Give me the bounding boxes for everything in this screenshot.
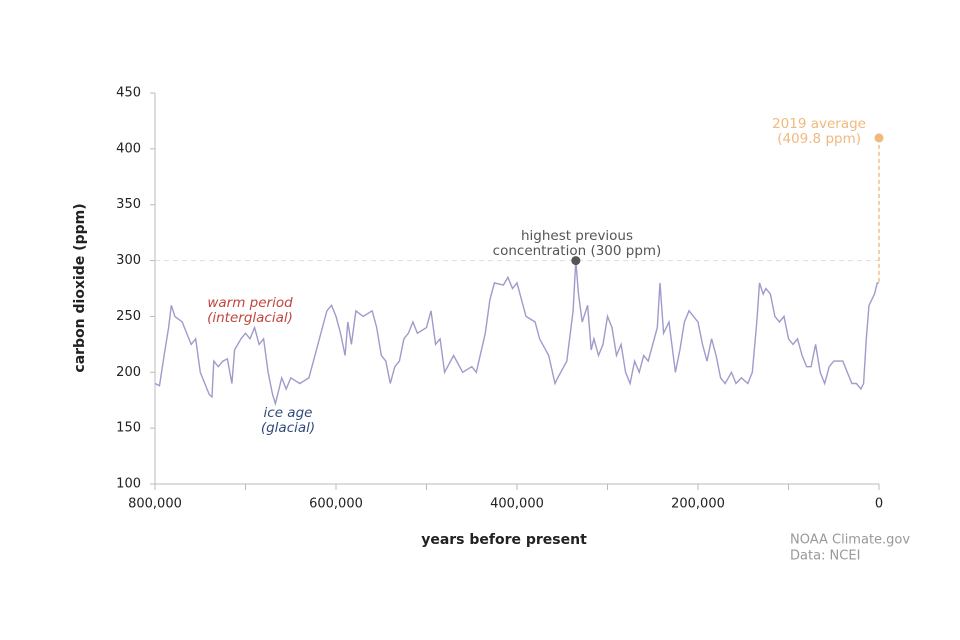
- x-tick-label: 600,000: [309, 497, 363, 512]
- x-tick-label: 800,000: [128, 497, 182, 512]
- annotation: warm period: [207, 295, 293, 311]
- y-tick-label: 200: [116, 365, 141, 380]
- highlight-point: [571, 256, 581, 266]
- annotation: highest previous: [521, 228, 633, 244]
- credit: Data: NCEI: [790, 549, 860, 564]
- annotation: (409.8 ppm): [777, 131, 861, 147]
- x-tick-label: 400,000: [490, 497, 544, 512]
- annotation: 2019 average: [772, 116, 866, 132]
- y-tick-label: 450: [116, 86, 141, 101]
- x-axis-title: years before present: [421, 532, 587, 548]
- y-tick-label: 250: [116, 309, 141, 324]
- annotation: (interglacial): [207, 310, 293, 326]
- credit: NOAA Climate.gov: [790, 533, 910, 548]
- y-tick-label: 300: [116, 253, 141, 268]
- annotation: concentration (300 ppm): [493, 243, 662, 259]
- y-axis-title: carbon dioxide (ppm): [72, 203, 88, 372]
- y-tick-label: 100: [116, 477, 141, 492]
- co2-line: [154, 260, 879, 407]
- y-tick-label: 400: [116, 141, 141, 156]
- current-point: [874, 133, 884, 143]
- x-tick-label: 200,000: [671, 497, 725, 512]
- annotation: ice age: [264, 405, 313, 421]
- y-tick-label: 350: [116, 197, 141, 212]
- x-tick-label: 0: [875, 497, 883, 512]
- annotation: (glacial): [261, 420, 315, 436]
- y-tick-label: 150: [116, 421, 141, 436]
